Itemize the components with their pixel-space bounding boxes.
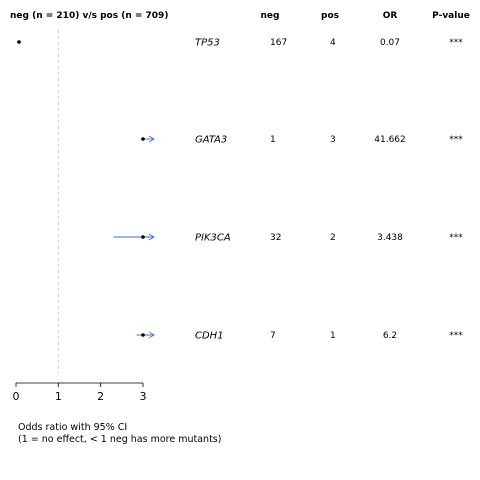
- or-value-cdh1: 6.2: [383, 331, 397, 341]
- gene-label-cdh1: CDH1: [195, 331, 224, 342]
- or-marker-gata3: [141, 137, 145, 141]
- gene-label-tp53: TP53: [195, 38, 220, 49]
- forest-rows: TP53 167 4 0.07 *** GATA3 1 3 41.662 *** PIK3CA 32 2…: [17, 38, 463, 342]
- pvalue-column-header: P-value: [432, 11, 470, 21]
- ci-arrow-gata3: [148, 135, 155, 143]
- neg-column-header: neg: [261, 11, 280, 21]
- axis-caption: Odds ratio with 95% CI: [18, 422, 127, 433]
- or-value-tp53: 0.07: [380, 38, 400, 48]
- pvalue-cdh1: ***: [449, 331, 463, 341]
- pos-count-gata3: 3: [330, 135, 336, 145]
- x-tick-label-2: 2: [97, 390, 104, 403]
- x-tick-label-3: 3: [140, 390, 147, 403]
- neg-count-gata3: 1: [270, 135, 276, 145]
- neg-count-tp53: 167: [270, 38, 287, 48]
- pvalue-gata3: ***: [449, 135, 463, 145]
- axis-caption-note: (1 = no effect, < 1 neg has more mutants…: [18, 434, 221, 445]
- or-marker-tp53: [17, 40, 21, 44]
- pvalue-pik3ca: ***: [449, 233, 463, 243]
- comparison-title: neg (n = 210) v/s pos (n = 709): [10, 11, 168, 21]
- x-tick-label-0: 0: [13, 390, 20, 403]
- pos-count-pik3ca: 2: [330, 233, 336, 243]
- neg-count-cdh1: 7: [270, 331, 276, 341]
- pvalue-tp53: ***: [449, 38, 463, 48]
- pos-count-cdh1: 1: [330, 331, 336, 341]
- or-marker-pik3ca: [141, 235, 145, 239]
- pos-count-tp53: 4: [330, 38, 336, 48]
- ci-arrow-cdh1: [148, 331, 155, 339]
- or-value-pik3ca: 3.438: [377, 233, 403, 243]
- or-value-gata3: 41.662: [374, 135, 406, 145]
- neg-count-pik3ca: 32: [270, 233, 281, 243]
- pos-column-header: pos: [321, 11, 339, 21]
- or-column-header: OR: [383, 11, 398, 21]
- gene-label-gata3: GATA3: [195, 135, 227, 146]
- ci-arrow-pik3ca: [148, 233, 155, 241]
- or-marker-cdh1: [141, 333, 145, 337]
- x-tick-label-1: 1: [55, 390, 62, 403]
- gene-label-pik3ca: PIK3CA: [195, 233, 231, 244]
- x-axis: 0 1 2 3: [13, 382, 147, 403]
